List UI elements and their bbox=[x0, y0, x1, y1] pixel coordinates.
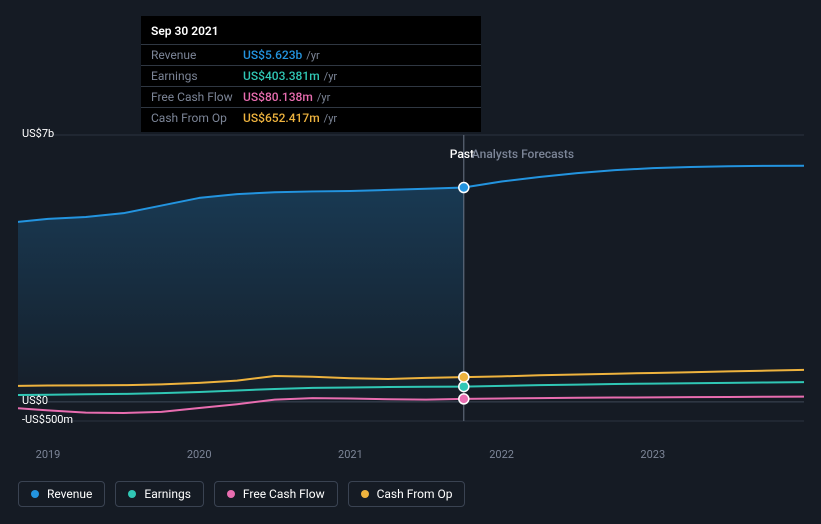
legend-item-earnings[interactable]: Earnings bbox=[115, 481, 204, 507]
tooltip-label: Cash From Op bbox=[151, 111, 243, 125]
forecast-label: Analysts Forecasts bbox=[472, 147, 574, 161]
legend-dot-icon bbox=[361, 490, 369, 498]
tooltip-unit: /yr bbox=[324, 70, 337, 83]
tooltip-date: Sep 30 2021 bbox=[141, 16, 481, 44]
x-axis-label: 2023 bbox=[640, 448, 665, 461]
y-axis-label: US$0 bbox=[22, 394, 48, 407]
legend-dot-icon bbox=[128, 490, 136, 498]
x-axis-label: 2019 bbox=[36, 448, 61, 461]
tooltip-row: RevenueUS$5.623b/yr bbox=[141, 44, 481, 65]
tooltip-unit: /yr bbox=[306, 49, 319, 62]
legend-label: Earnings bbox=[144, 487, 191, 501]
hover-tooltip: Sep 30 2021 RevenueUS$5.623b/yrEarningsU… bbox=[141, 16, 481, 132]
x-axis-label: 2022 bbox=[489, 448, 514, 461]
x-axis-label: 2020 bbox=[187, 448, 212, 461]
legend-label: Revenue bbox=[47, 487, 92, 501]
tooltip-value: US$5.623b bbox=[243, 48, 302, 62]
legend-item-free-cash-flow[interactable]: Free Cash Flow bbox=[214, 481, 338, 507]
tooltip-value: US$403.381m bbox=[243, 69, 320, 83]
tooltip-row: Cash From OpUS$652.417m/yr bbox=[141, 107, 481, 128]
legend-dot-icon bbox=[31, 490, 39, 498]
y-axis-label: -US$500m bbox=[22, 413, 73, 426]
tooltip-unit: /yr bbox=[324, 112, 337, 125]
y-axis-label: US$7b bbox=[22, 127, 54, 140]
legend-dot-icon bbox=[227, 490, 235, 498]
tooltip-label: Earnings bbox=[151, 69, 243, 83]
legend-item-revenue[interactable]: Revenue bbox=[18, 481, 105, 507]
legend-label: Free Cash Flow bbox=[243, 487, 325, 501]
financial-chart bbox=[18, 123, 804, 433]
legend: Revenue Earnings Free Cash Flow Cash From O… bbox=[18, 481, 465, 507]
tooltip-value: US$652.417m bbox=[243, 111, 320, 125]
past-label: Past bbox=[450, 147, 474, 161]
x-axis-label: 2021 bbox=[338, 448, 363, 461]
tooltip-label: Revenue bbox=[151, 48, 243, 62]
tooltip-value: US$80.138m bbox=[243, 90, 313, 104]
tooltip-unit: /yr bbox=[317, 91, 330, 104]
legend-label: Cash From Op bbox=[377, 487, 453, 501]
tooltip-label: Free Cash Flow bbox=[151, 90, 243, 104]
legend-item-cash-from-op[interactable]: Cash From Op bbox=[348, 481, 466, 507]
tooltip-row: EarningsUS$403.381m/yr bbox=[141, 65, 481, 86]
chart-area[interactable]: US$7b US$0 -US$500m 2019 2020 2021 2022 2023 P… bbox=[18, 123, 804, 468]
tooltip-row: Free Cash FlowUS$80.138m/yr bbox=[141, 86, 481, 107]
